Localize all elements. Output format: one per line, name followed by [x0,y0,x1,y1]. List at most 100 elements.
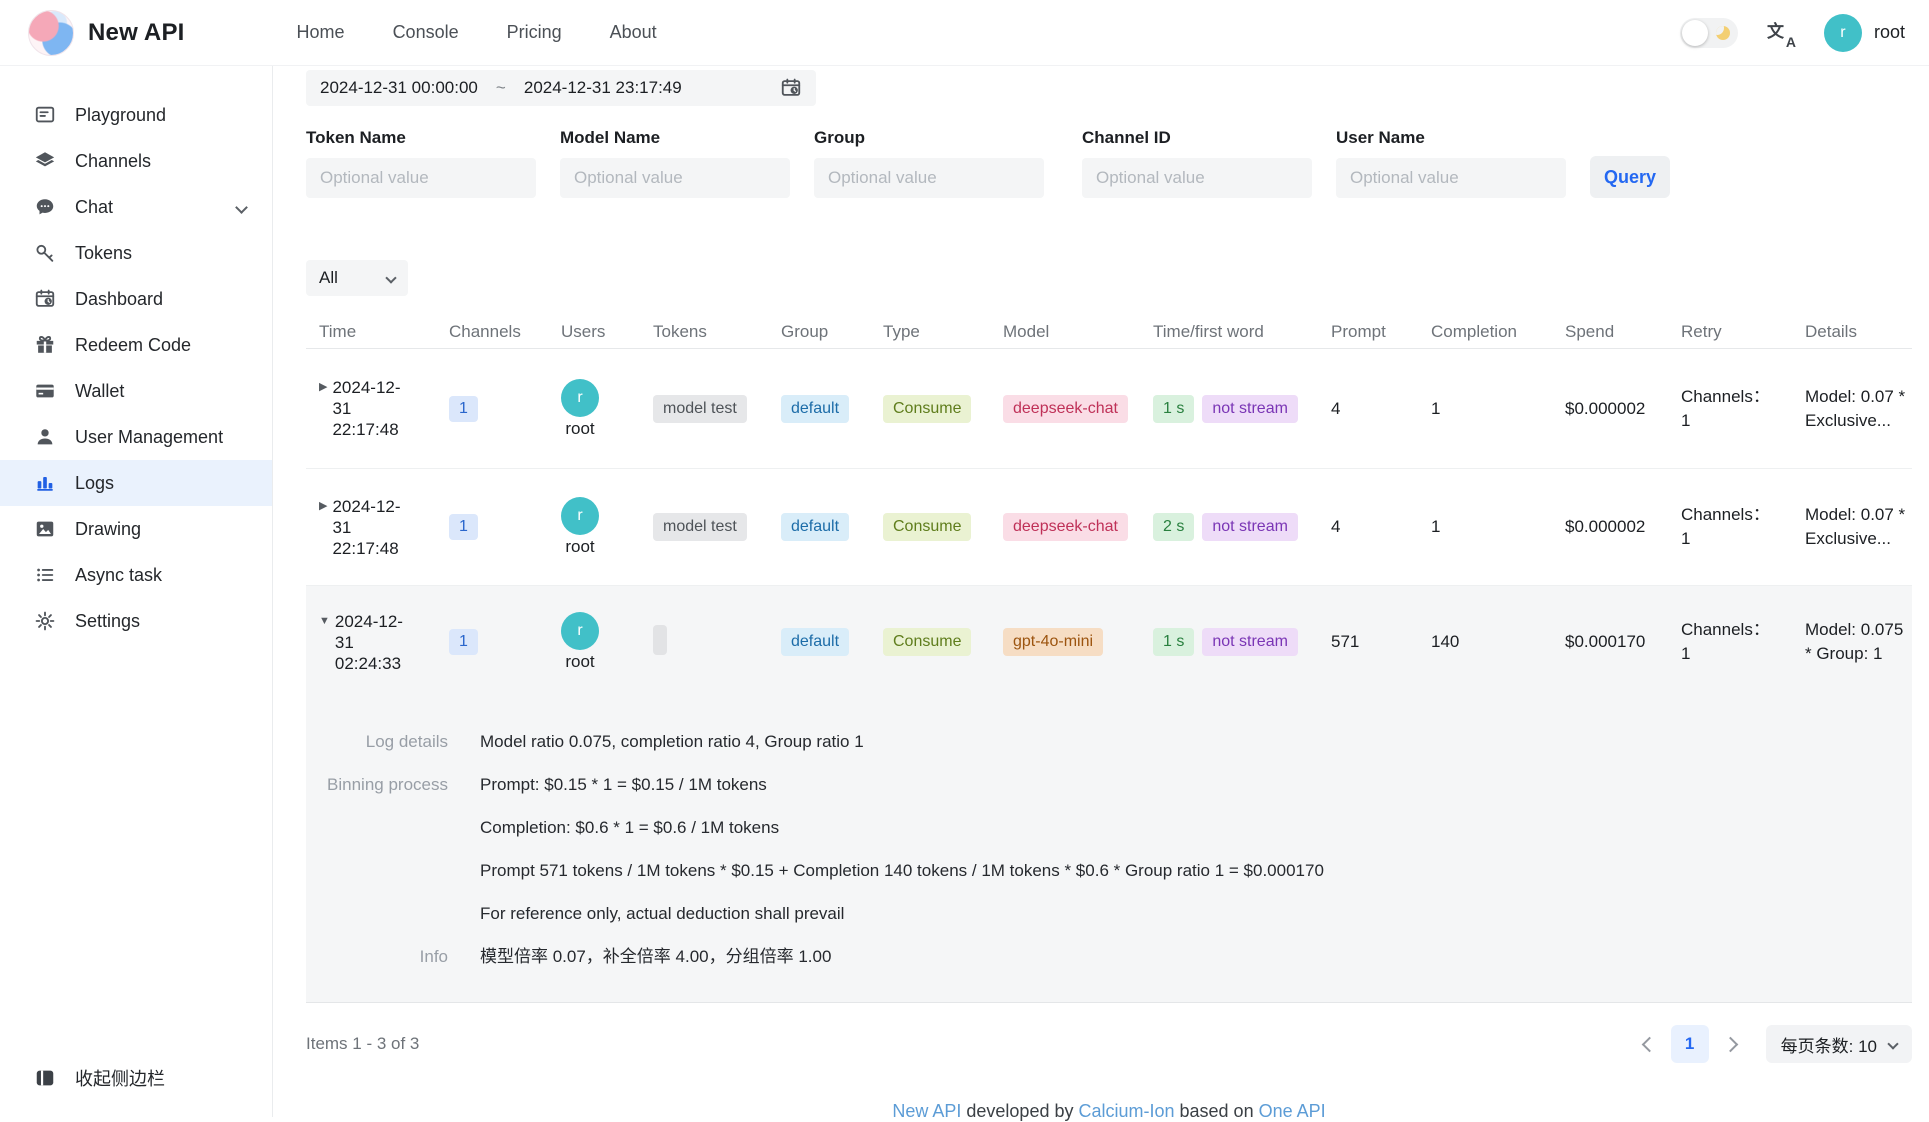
col-type: Type [870,322,990,342]
nav-console[interactable]: Console [393,22,459,43]
user-name-label: User Name [1336,128,1566,148]
collapse-row-icon[interactable] [319,611,330,632]
top-nav: Home Console Pricing About [297,22,657,43]
user-name-input[interactable] [1336,158,1566,198]
page-size-select[interactable]: 每页条数: 10 [1766,1025,1912,1063]
collapse-sidebar-icon [34,1067,56,1089]
col-prompt: Prompt [1318,322,1418,342]
spend: $0.000002 [1552,399,1668,419]
channel-id-input[interactable] [1082,158,1312,198]
group-tag: default [781,628,849,656]
col-details: Details [1792,322,1912,342]
type-tag: Consume [883,513,971,541]
expand-row-icon[interactable] [319,377,327,398]
date-range-picker[interactable]: 2024-12-31 00:00:00 ~ 2024-12-31 23:17:4… [306,70,816,106]
log-type-select[interactable]: All [306,260,408,296]
sidebar-item-settings[interactable]: Settings [0,598,272,644]
page-size-value: 每页条数: 10 [1781,1032,1877,1057]
nav-pricing[interactable]: Pricing [507,22,562,43]
type-tag: Consume [883,395,971,423]
page-number[interactable]: 1 [1671,1025,1709,1063]
group-input[interactable] [814,158,1044,198]
nav-home[interactable]: Home [297,22,345,43]
query-button[interactable]: Query [1590,156,1670,198]
layers-icon [34,150,56,172]
task-list-icon [34,564,56,586]
row-username: root [565,537,594,557]
sidebar-item-channels[interactable]: Channels [0,138,272,184]
binning-line: Completion: $0.6 * 1 = $0.6 / 1M tokens [480,816,779,839]
wallet-card-icon [34,380,56,402]
footer-link-one-api[interactable]: One API [1259,1101,1326,1121]
group-label: Group [814,128,1044,148]
chevron-down-icon [1887,1038,1898,1049]
sidebar-item-wallet[interactable]: Wallet [0,368,272,414]
date-start: 2024-12-31 00:00:00 [320,78,478,98]
row-avatar: r [561,379,599,417]
row-avatar: r [561,612,599,650]
channel-tag: 1 [449,514,478,540]
items-count: Items 1 - 3 of 3 [306,1034,419,1054]
model-name-input[interactable] [560,158,790,198]
col-model: Model [990,322,1140,342]
empty-token-tag [653,625,667,655]
dashboard-icon [34,288,56,310]
col-retry: Retry [1668,322,1792,342]
log-details-panel: Log details Model ratio 0.075, completio… [306,698,1912,1002]
theme-toggle[interactable] [1680,18,1738,48]
table-header: Time Channels Users Tokens Group Type Mo… [306,315,1912,349]
col-time: Time [306,322,436,342]
date-end: 2024-12-31 23:17:49 [524,78,682,98]
binning-process-label: Binning process [306,773,448,796]
collapse-sidebar-button[interactable]: 收起侧边栏 [0,1055,272,1101]
prev-page-icon[interactable] [1641,1036,1657,1052]
log-time: 2024-12-31 22:17:48 [332,377,410,440]
prompt-tokens: 4 [1318,399,1418,419]
sidebar-item-chat[interactable]: Chat [0,184,272,230]
user-avatar[interactable]: r [1824,14,1862,52]
playground-icon [34,104,56,126]
filter-row: Token Name Model Name Group Channel ID U… [306,128,1912,198]
sidebar-item-logs[interactable]: Logs [0,460,272,506]
retry: Channels：1 [1668,618,1792,666]
col-group: Group [768,322,870,342]
footer-link-calcium-ion[interactable]: Calcium-Ion [1078,1101,1174,1121]
model-tag: deepseek-chat [1003,395,1128,423]
sidebar: Playground Channels Chat Tokens Dashboar… [0,66,273,1117]
group-tag: default [781,395,849,423]
chat-bubble-icon [34,196,56,218]
retry: Channels：1 [1668,503,1792,551]
gift-icon [34,334,56,356]
first-word-time-tag: 1 s [1153,395,1194,423]
row-username: root [565,652,594,672]
first-word-time-tag: 2 s [1153,513,1194,541]
pagination-bar: Items 1 - 3 of 3 1 每页条数: 10 [306,1025,1912,1063]
main-content: 2024-12-31 00:00:00 ~ 2024-12-31 23:17:4… [274,66,1929,1117]
date-separator: ~ [478,78,524,98]
col-completion: Completion [1418,322,1552,342]
next-page-icon[interactable] [1722,1036,1738,1052]
sidebar-item-user-management[interactable]: User Management [0,414,272,460]
prompt-tokens: 571 [1318,632,1418,652]
log-type-value: All [319,268,338,288]
sidebar-item-playground[interactable]: Playground [0,92,272,138]
retry: Channels：1 [1668,385,1792,433]
brand-title: New API [88,19,185,47]
sidebar-item-redeem-code[interactable]: Redeem Code [0,322,272,368]
stream-tag: not stream [1202,628,1298,656]
toggle-knob [1682,20,1708,46]
sidebar-item-async-task[interactable]: Async task [0,552,272,598]
expand-row-icon[interactable] [319,496,327,517]
token-name-input[interactable] [306,158,536,198]
binning-line: For reference only, actual deduction sha… [480,902,844,925]
sidebar-item-drawing[interactable]: Drawing [0,506,272,552]
sidebar-item-tokens[interactable]: Tokens [0,230,272,276]
token-tag: model test [653,395,747,423]
site-footer: New API developed by Calcium-Ion based o… [306,1101,1912,1122]
nav-about[interactable]: About [610,22,657,43]
footer-link-new-api[interactable]: New API [892,1101,961,1121]
sidebar-item-dashboard[interactable]: Dashboard [0,276,272,322]
